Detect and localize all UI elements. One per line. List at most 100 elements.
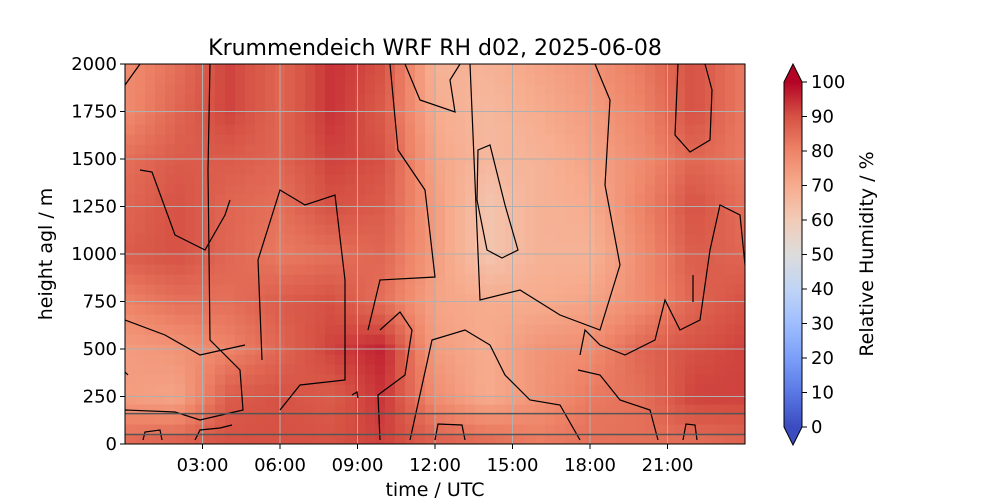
heatmap-cell <box>685 274 696 285</box>
heatmap-cell <box>185 364 196 375</box>
heatmap-cell <box>245 304 256 315</box>
heatmap-cell <box>685 84 696 95</box>
heatmap-cell <box>195 114 206 125</box>
heatmap-cell <box>325 414 336 425</box>
heatmap-cell <box>135 324 146 335</box>
heatmap-cell <box>185 204 196 215</box>
heatmap-cell <box>545 404 556 415</box>
heatmap-cell <box>335 74 346 85</box>
heatmap-cell <box>625 284 636 295</box>
heatmap-cell <box>245 384 256 395</box>
heatmap-cell <box>615 314 626 325</box>
heatmap-cell <box>465 144 476 155</box>
heatmap-cell <box>175 364 186 375</box>
heatmap-cell <box>465 354 476 365</box>
heatmap-cell <box>485 284 496 295</box>
heatmap-cell <box>675 364 686 375</box>
heatmap-cell <box>415 334 426 345</box>
heatmap-cell <box>305 414 316 425</box>
heatmap-cell <box>135 224 146 235</box>
heatmap-cell <box>665 274 676 285</box>
heatmap-cell <box>345 234 356 245</box>
heatmap-cell <box>375 124 386 135</box>
heatmap-cell <box>685 404 696 415</box>
heatmap-cell <box>525 174 536 185</box>
heatmap-cell <box>595 74 606 85</box>
heatmap-cell <box>135 184 146 195</box>
heatmap-cell <box>185 334 196 345</box>
heatmap-cell <box>215 274 226 285</box>
heatmap-cell <box>345 434 356 444</box>
heatmap-cell <box>565 304 576 315</box>
heatmap-cell <box>735 304 745 315</box>
heatmap-cell <box>175 354 186 365</box>
heatmap-cell <box>495 264 506 275</box>
heatmap-cell <box>285 234 296 245</box>
heatmap-cell <box>405 294 416 305</box>
heatmap-cell <box>455 354 466 365</box>
heatmap-cell <box>345 104 356 115</box>
heatmap-cell <box>715 244 726 255</box>
heatmap-cell <box>505 324 516 335</box>
heatmap-cell <box>375 424 386 435</box>
heatmap-cell <box>425 74 436 85</box>
heatmap-cell <box>415 274 426 285</box>
heatmap-cell <box>665 94 676 105</box>
heatmap-cell <box>285 374 296 385</box>
heatmap-cell <box>735 374 745 385</box>
heatmap-cell <box>705 214 716 225</box>
heatmap-cell <box>135 304 146 315</box>
heatmap-cell <box>405 214 416 225</box>
heatmap-cell <box>535 184 546 195</box>
heatmap-cell <box>575 424 586 435</box>
heatmap-cell <box>465 224 476 235</box>
heatmap-cell <box>435 284 446 295</box>
heatmap-cell <box>575 124 586 135</box>
heatmap-cell <box>655 134 666 145</box>
heatmap-cell <box>295 304 306 315</box>
heatmap-cell <box>175 164 186 175</box>
heatmap-cell <box>395 424 406 435</box>
heatmap-cell <box>335 284 346 295</box>
heatmap-cell <box>335 324 346 335</box>
heatmap-cell <box>655 64 666 75</box>
heatmap-cell <box>725 204 736 215</box>
heatmap-cell <box>455 314 466 325</box>
heatmap-cell <box>235 294 246 305</box>
heatmap-cell <box>395 254 406 265</box>
heatmap-cell <box>575 394 586 405</box>
heatmap-cell <box>495 214 506 225</box>
heatmap-cell <box>505 314 516 325</box>
heatmap-cell <box>605 294 616 305</box>
heatmap-cell <box>125 304 136 315</box>
heatmap-cell <box>425 364 436 375</box>
heatmap-cell <box>355 174 366 185</box>
heatmap-cell <box>665 384 676 395</box>
heatmap-cell <box>365 144 376 155</box>
heatmap-cell <box>425 174 436 185</box>
heatmap-cell <box>485 404 496 415</box>
heatmap-cell <box>145 64 156 75</box>
heatmap-cell <box>675 124 686 135</box>
heatmap-cell <box>205 254 216 265</box>
heatmap-cell <box>465 124 476 135</box>
heatmap-cell <box>315 204 326 215</box>
heatmap-cell <box>605 114 616 125</box>
heatmap-cell <box>255 174 266 185</box>
heatmap-cell <box>285 144 296 155</box>
heatmap-cell <box>445 134 456 145</box>
heatmap-cell <box>315 414 326 425</box>
heatmap-cell <box>435 404 446 415</box>
heatmap-cell <box>735 94 745 105</box>
heatmap-cell <box>615 264 626 275</box>
heatmap-cell <box>375 244 386 255</box>
heatmap-cell <box>705 394 716 405</box>
heatmap-cell <box>425 274 436 285</box>
heatmap-cell <box>235 324 246 335</box>
heatmap-cell <box>505 94 516 105</box>
heatmap-cell <box>445 284 456 295</box>
heatmap-cell <box>255 254 266 265</box>
heatmap-cell <box>655 254 666 265</box>
heatmap-cell <box>535 194 546 205</box>
heatmap-cell <box>305 434 316 444</box>
